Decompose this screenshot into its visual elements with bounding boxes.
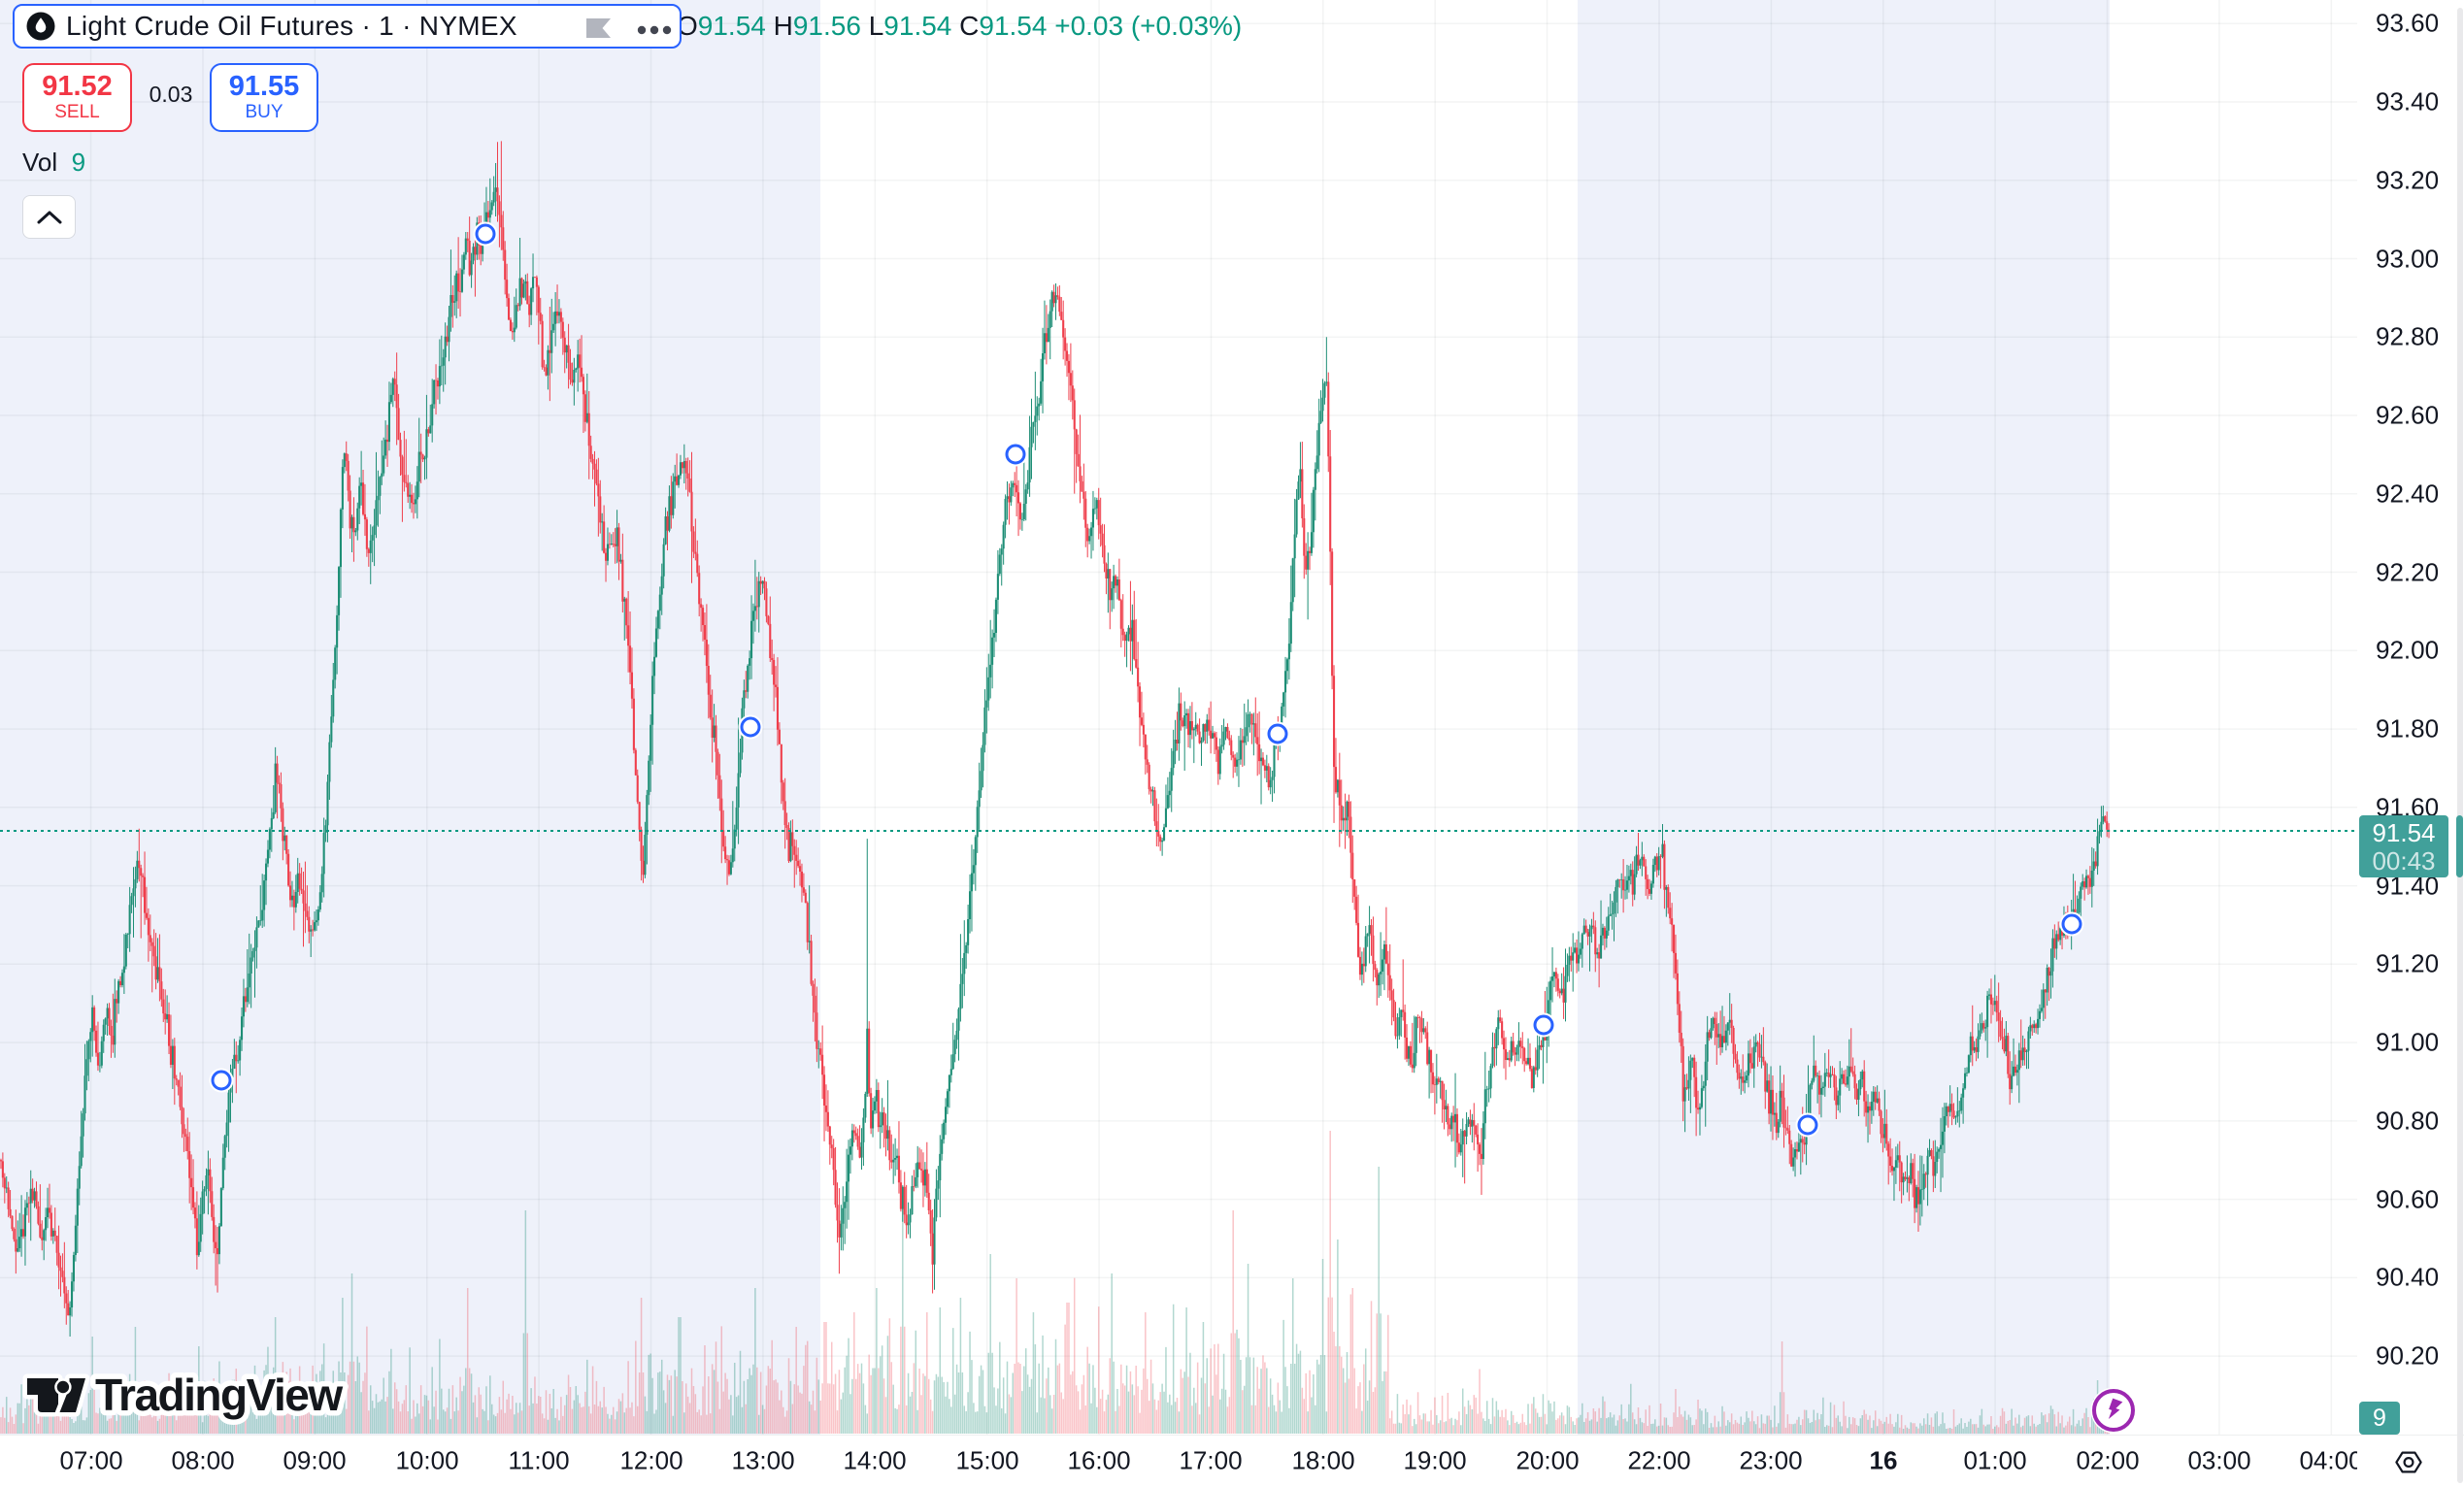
svg-text:TradingView: TradingView [95, 1370, 343, 1420]
